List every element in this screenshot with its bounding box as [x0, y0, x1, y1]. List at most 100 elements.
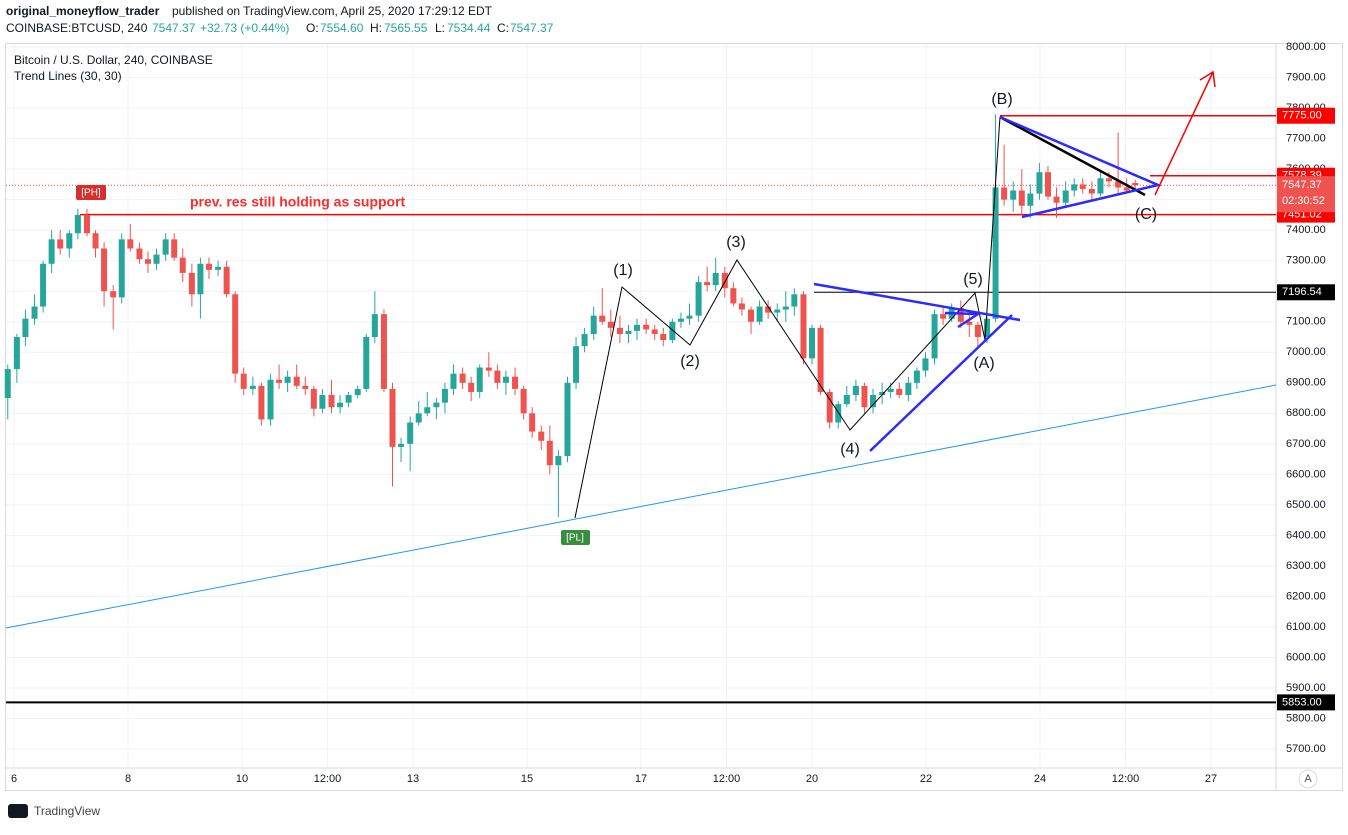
candle-body: [512, 376, 519, 389]
candle-body: [861, 385, 868, 408]
legend-symbol: Bitcoin / U.S. Dollar, 240, COINBASE: [14, 53, 213, 67]
candle-body: [573, 346, 580, 383]
y-tick-label: 6100.00: [1286, 621, 1326, 633]
candle-body: [1105, 178, 1112, 182]
wave-count: [574, 116, 1001, 519]
candle-body: [1027, 193, 1034, 206]
candle-body: [459, 373, 466, 383]
l-label: L:: [435, 21, 445, 35]
candle-body: [564, 382, 571, 457]
candle-body: [223, 266, 230, 295]
candle-body: [345, 395, 352, 403]
candle-body: [826, 391, 833, 423]
candle-body: [1132, 183, 1139, 186]
candle-body: [896, 388, 903, 396]
price-tag-label: 7775.00: [1282, 110, 1322, 122]
candle-body: [809, 327, 816, 359]
arrow-head: [1199, 70, 1216, 88]
candle-body: [1045, 172, 1052, 197]
candle-body: [276, 379, 283, 383]
candle-body: [389, 388, 396, 447]
price-tag: [1277, 694, 1335, 711]
h-label: H:: [370, 21, 382, 35]
candle-body: [1115, 181, 1122, 188]
y-tick-label: 6400.00: [1286, 529, 1326, 541]
brand: TradingView: [34, 804, 100, 818]
x-tick-label: 12:00: [314, 773, 342, 785]
candle-body: [905, 382, 912, 396]
candle-body: [765, 306, 772, 313]
candle-body: [1123, 187, 1130, 191]
candle-body: [337, 402, 344, 408]
candle-body: [843, 395, 850, 405]
candle-body: [22, 318, 29, 338]
countdown: 02:30:52: [1282, 195, 1325, 207]
candle-body: [581, 333, 588, 347]
candle-body: [284, 376, 291, 383]
candle-body: [450, 373, 457, 389]
candle-body: [651, 329, 658, 334]
candle-body: [1018, 190, 1025, 206]
candle-body: [4, 369, 11, 399]
candle-body: [966, 321, 973, 325]
y-tick-label: 7000.00: [1286, 346, 1326, 358]
logo: [8, 804, 28, 818]
candle-body: [634, 324, 641, 331]
candle-body: [817, 327, 824, 392]
candle-body: [974, 324, 981, 338]
candle-body: [407, 422, 414, 444]
candle-body: [232, 294, 239, 374]
candle-body: [940, 314, 947, 319]
x-tick-label: 10: [236, 773, 248, 785]
close: 7547.37: [510, 21, 554, 35]
auto-scale-label[interactable]: A: [1304, 773, 1312, 785]
x-tick-label: 24: [1034, 773, 1046, 785]
wave-label: (1): [613, 262, 633, 279]
triangle-upper: [813, 282, 1021, 322]
candle-body: [555, 456, 562, 466]
x-tick-label: 22: [920, 773, 932, 785]
candle-body: [74, 214, 81, 234]
y-tick-label: 7400.00: [1286, 224, 1326, 236]
ph-tag: [76, 185, 106, 200]
candle-body: [546, 440, 553, 466]
note: prev. res still holding as support: [190, 194, 406, 210]
y-tick-label: 6300.00: [1286, 560, 1326, 572]
candle-body: [607, 321, 614, 328]
candle-body: [913, 370, 920, 383]
wave-label: (5): [963, 271, 983, 288]
candle-body: [215, 266, 222, 270]
candle-body: [599, 315, 606, 322]
candle-body: [1097, 178, 1104, 194]
candle-body: [721, 272, 728, 289]
wave-label: (A): [973, 355, 994, 372]
candle-body: [144, 259, 151, 264]
candle-body: [153, 254, 160, 264]
axes: 8000.007900.007800.007700.007600.007500.…: [11, 41, 1335, 785]
candle-body: [669, 321, 676, 341]
candle-body: [441, 388, 448, 403]
candle-body: [712, 272, 719, 286]
candle-body: [1036, 172, 1043, 194]
candle-body: [1079, 184, 1086, 189]
candle-body: [887, 388, 894, 392]
y-tick-label: 5900.00: [1286, 682, 1326, 694]
auto-scale-button[interactable]: [1298, 769, 1318, 789]
candle-body: [835, 404, 842, 423]
candle-body: [363, 337, 370, 389]
candle-body: [756, 306, 763, 322]
triangle-lower: [869, 314, 1013, 452]
candle-body: [870, 395, 877, 408]
candle-body: [398, 443, 405, 447]
candle-body: [258, 385, 265, 420]
candle-body: [476, 367, 483, 392]
candle-body: [800, 294, 807, 359]
price-tag-label: 5853.00: [1282, 696, 1322, 708]
wave-label: (C): [1135, 206, 1157, 223]
frame: [5, 43, 1343, 791]
y-tick-label: 6900.00: [1286, 377, 1326, 389]
y-tick-label: 7300.00: [1286, 255, 1326, 267]
current-price-tag: [1277, 176, 1335, 213]
x-tick-label: 8: [125, 773, 131, 785]
